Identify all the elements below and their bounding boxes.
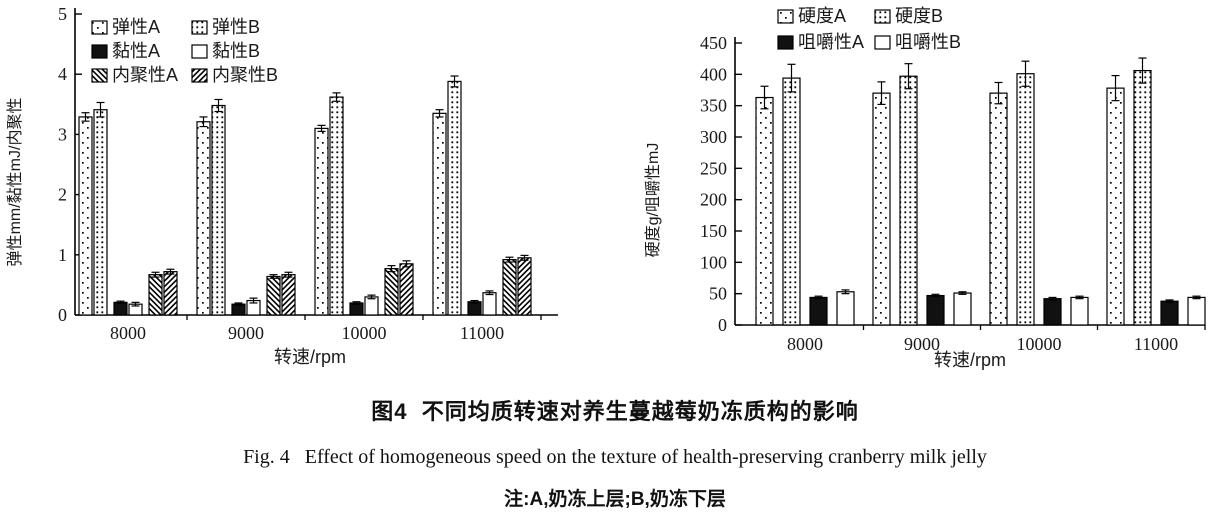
svg-text:黏性A: 黏性A bbox=[112, 41, 160, 61]
svg-text:11000: 11000 bbox=[1134, 334, 1178, 354]
svg-text:硬度A: 硬度A bbox=[798, 6, 846, 26]
texture-chart: 0 1 2 3 4 5 8000 9000 10000 11000 转速/rpm 弹性mm/黏性mJ/… bbox=[6, 4, 558, 367]
svg-text:400: 400 bbox=[700, 64, 727, 84]
svg-text:弹性B: 弹性B bbox=[212, 17, 260, 37]
svg-text:200: 200 bbox=[700, 190, 727, 210]
svg-text:咀嚼性A: 咀嚼性A bbox=[798, 32, 864, 52]
svg-text:50: 50 bbox=[709, 284, 727, 304]
svg-text:3: 3 bbox=[58, 124, 67, 144]
svg-text:9000: 9000 bbox=[904, 334, 940, 354]
figure-caption-en: Fig. 4 Effect of homogeneous speed on th… bbox=[243, 446, 987, 468]
svg-text:转速/rpm: 转速/rpm bbox=[934, 350, 1006, 370]
svg-text:450: 450 bbox=[700, 33, 727, 53]
svg-text:8000: 8000 bbox=[110, 323, 146, 343]
svg-text:硬度g/咀嚼性mJ: 硬度g/咀嚼性mJ bbox=[644, 143, 662, 258]
svg-text:0: 0 bbox=[718, 315, 727, 335]
svg-text:硬度B: 硬度B bbox=[895, 6, 943, 26]
svg-text:0: 0 bbox=[58, 305, 67, 325]
svg-text:2: 2 bbox=[58, 185, 67, 205]
svg-text:150: 150 bbox=[700, 221, 727, 241]
figure-note: 注:A,奶冻上层;B,奶冻下层 bbox=[504, 489, 726, 510]
svg-text:内聚性A: 内聚性A bbox=[112, 65, 178, 85]
svg-text:5: 5 bbox=[58, 4, 67, 24]
svg-text:转速/rpm: 转速/rpm bbox=[274, 347, 346, 367]
svg-text:300: 300 bbox=[700, 127, 727, 147]
svg-text:弹性A: 弹性A bbox=[112, 17, 160, 37]
hardness-chart: 0 50 100 150 200 250 300 350 400 450 8000 9000 10000… bbox=[644, 6, 1206, 370]
svg-text:10000: 10000 bbox=[1017, 334, 1062, 354]
svg-text:9000: 9000 bbox=[228, 323, 264, 343]
svg-text:内聚性B: 内聚性B bbox=[212, 65, 278, 85]
svg-text:咀嚼性B: 咀嚼性B bbox=[895, 32, 961, 52]
svg-text:4: 4 bbox=[58, 64, 67, 84]
svg-text:100: 100 bbox=[700, 252, 727, 272]
svg-text:8000: 8000 bbox=[787, 334, 823, 354]
svg-text:11000: 11000 bbox=[460, 323, 504, 343]
svg-text:250: 250 bbox=[700, 158, 727, 178]
figure-caption-zh: 图4 不同均质转速对养生蔓越莓奶冻质构的影响 bbox=[371, 399, 859, 424]
svg-text:10000: 10000 bbox=[342, 323, 387, 343]
svg-text:1: 1 bbox=[58, 245, 67, 265]
svg-text:弹性mm/黏性mJ/内聚性: 弹性mm/黏性mJ/内聚性 bbox=[6, 98, 24, 267]
svg-text:350: 350 bbox=[700, 96, 727, 116]
svg-text:黏性B: 黏性B bbox=[212, 41, 260, 61]
